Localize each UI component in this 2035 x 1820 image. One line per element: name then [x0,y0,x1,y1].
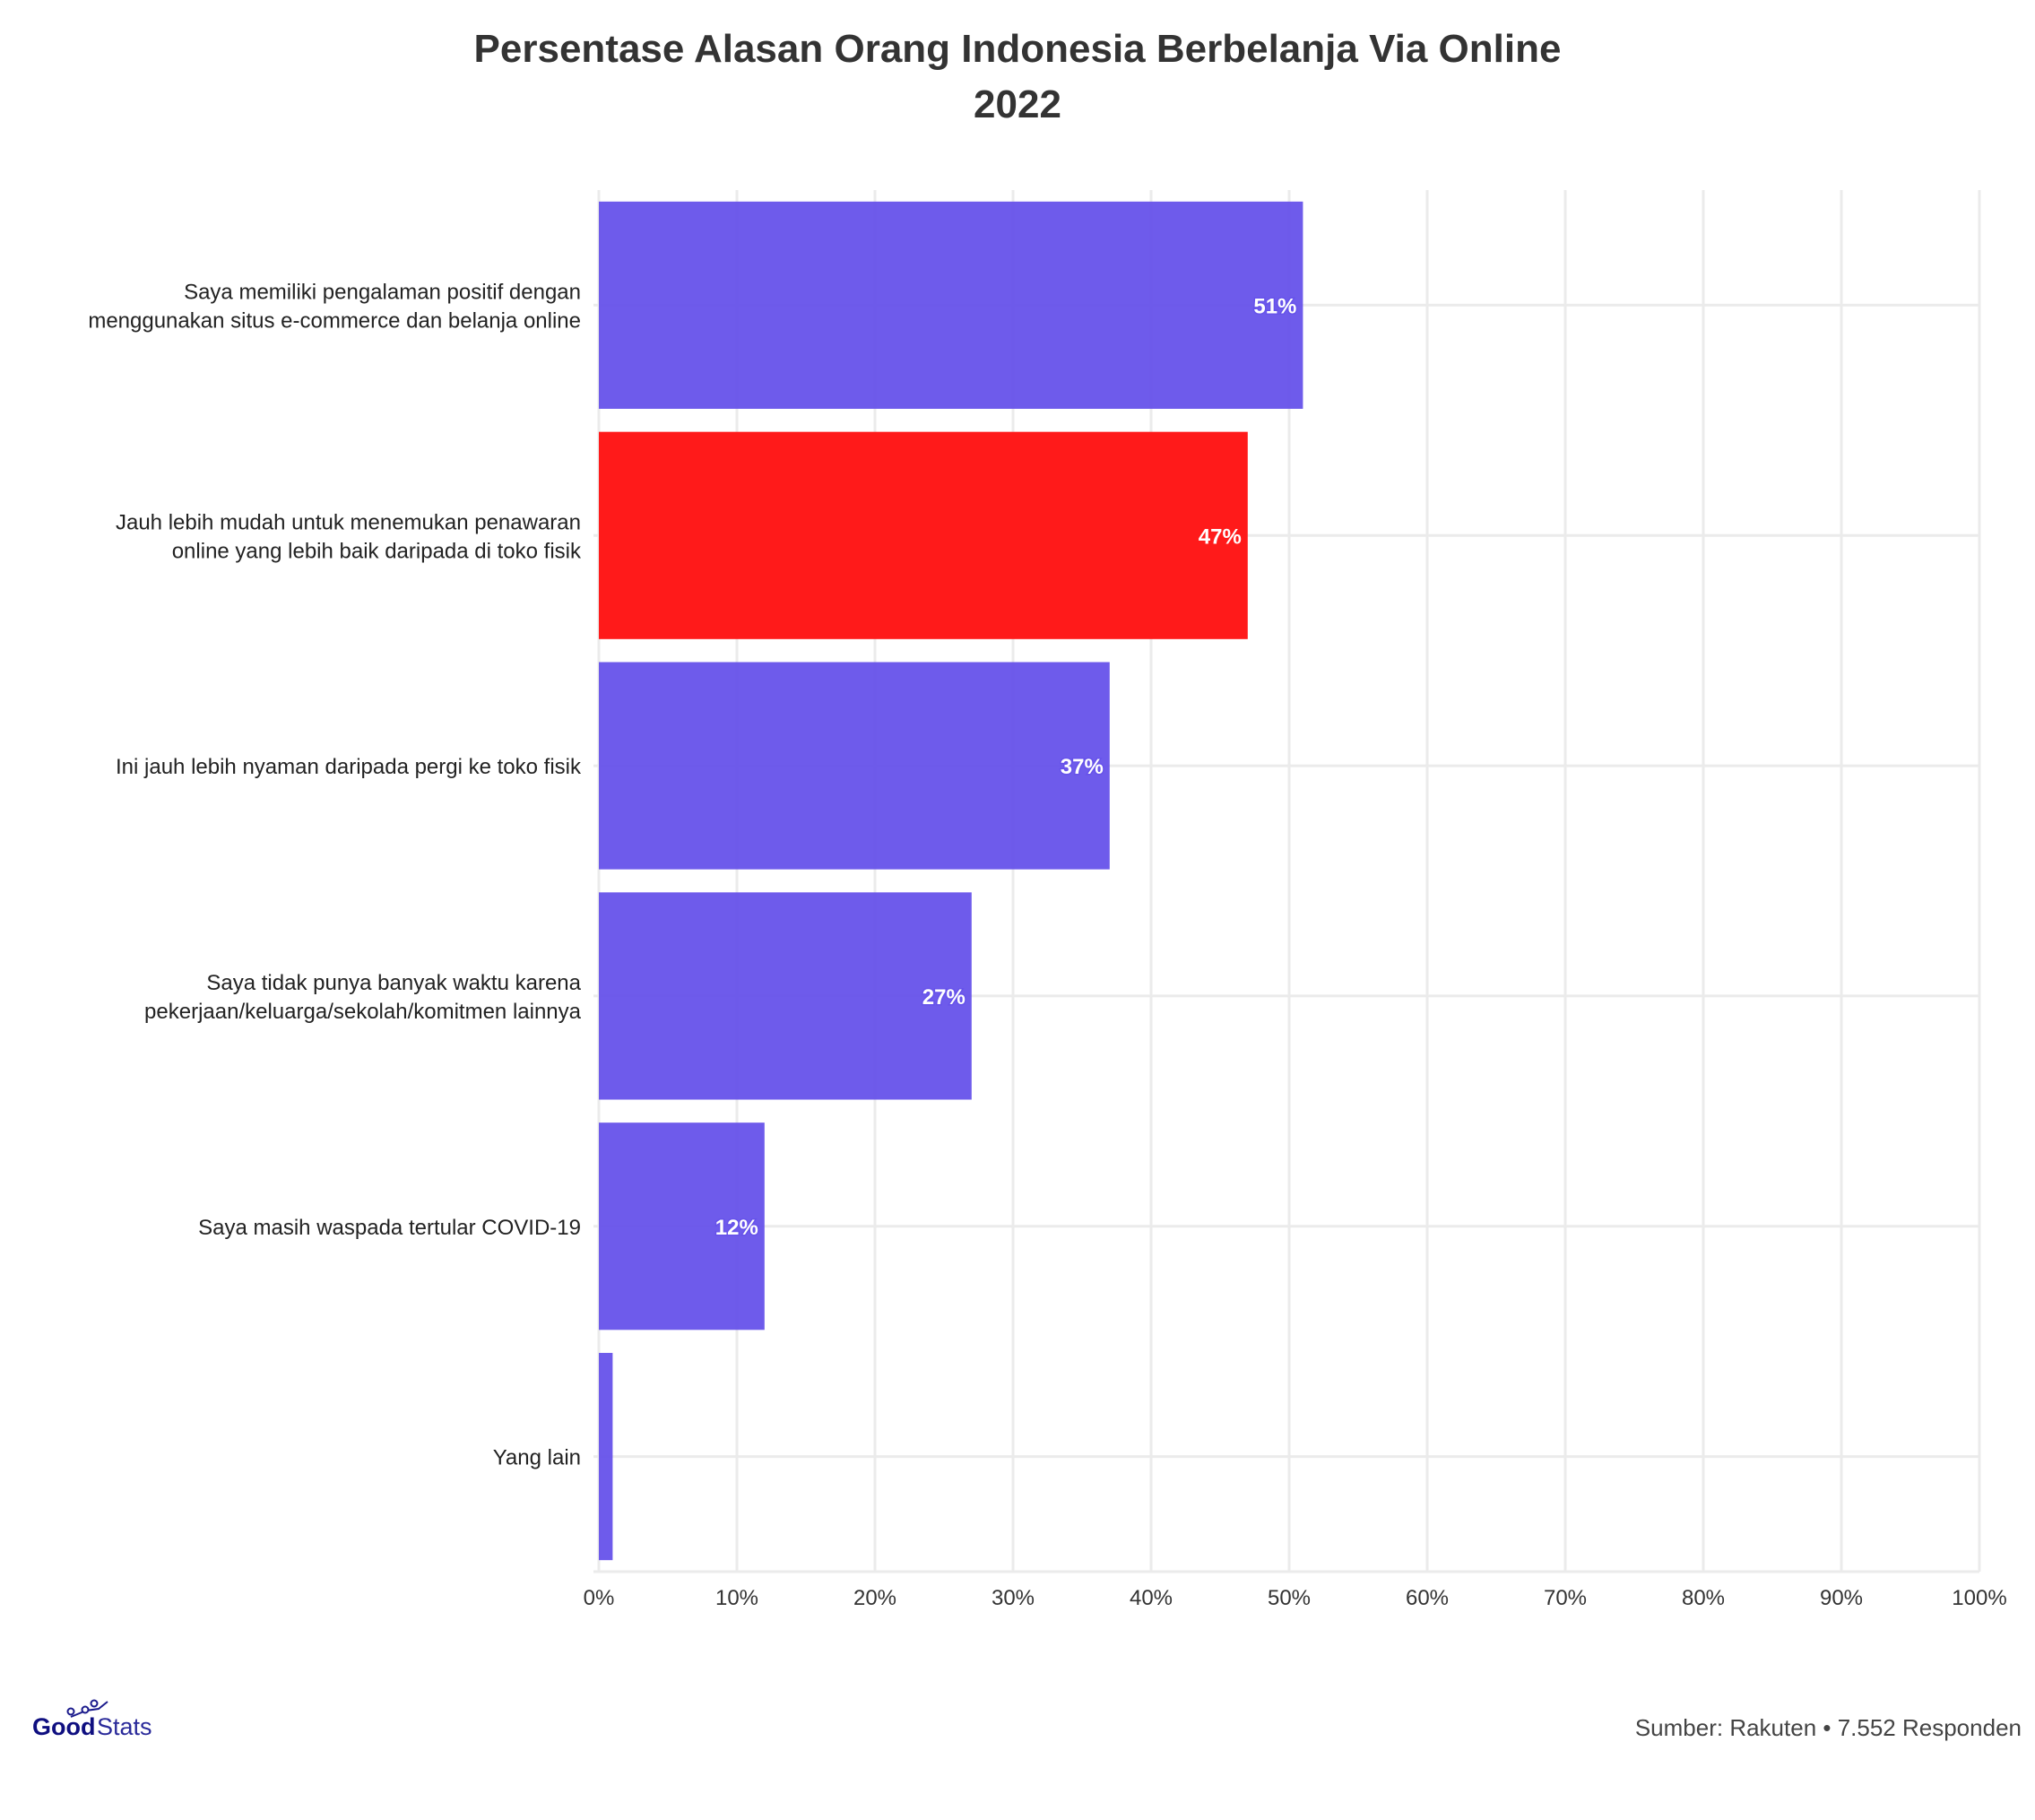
category-label: Ini jauh lebih nyaman daripada pergi ke … [116,755,582,779]
bar [599,1122,765,1330]
x-tick-label: 60% [1406,1586,1449,1610]
category-label: Saya masih waspada tertular COVID-19 [198,1216,581,1240]
bar-chart: 0% 10% 20% 30% 40% 50% 60% 70% 80% 90% 100% Saya me… [88,190,2007,1610]
x-tick-label: 90% [1820,1586,1863,1610]
category-label: Saya memiliki pengalaman positif dengan [184,280,581,304]
category-label: online yang lebih baik daripada di toko … [172,539,582,563]
bar [599,431,1248,639]
x-tick-label: 30% [992,1586,1035,1610]
svg-text:Stats: Stats [97,1713,152,1740]
x-tick-label: 50% [1268,1586,1311,1610]
x-tick-label: 40% [1130,1586,1173,1610]
chart-subtitle: 2022 [974,82,1061,126]
x-tick-label: 0% [584,1586,615,1610]
data-label: 51% [1253,294,1296,318]
bar [599,1353,613,1561]
category-label: pekerjaan/keluarga/sekolah/komitmen lain… [144,1000,582,1024]
x-tick-label: 10% [715,1586,758,1610]
category-label: Jauh lebih mudah untuk menemukan penawar… [116,510,581,534]
source-note: Sumber: Rakuten • 7.552 Responden [1634,1714,2022,1741]
data-label: 27% [922,985,966,1010]
goodstats-logo: Good Stats [30,1699,165,1748]
svg-text:Good: Good [32,1713,95,1740]
data-label: 12% [715,1216,758,1240]
category-label: Saya tidak punya banyak waktu karena [206,971,581,995]
bar [599,892,972,1100]
x-tick-label: 20% [853,1586,896,1610]
x-tick-label: 70% [1544,1586,1587,1610]
category-label: menggunakan situs e-commerce dan belanja… [88,308,581,333]
x-tick-label: 80% [1682,1586,1725,1610]
bar [599,662,1110,870]
chart-title: Persentase Alasan Orang Indonesia Berbel… [473,27,1562,71]
data-label: 47% [1199,524,1242,549]
data-label: 37% [1061,755,1104,779]
category-label: Yang lain [493,1446,581,1470]
x-tick-label: 100% [1952,1586,2006,1610]
bar [599,201,1303,409]
